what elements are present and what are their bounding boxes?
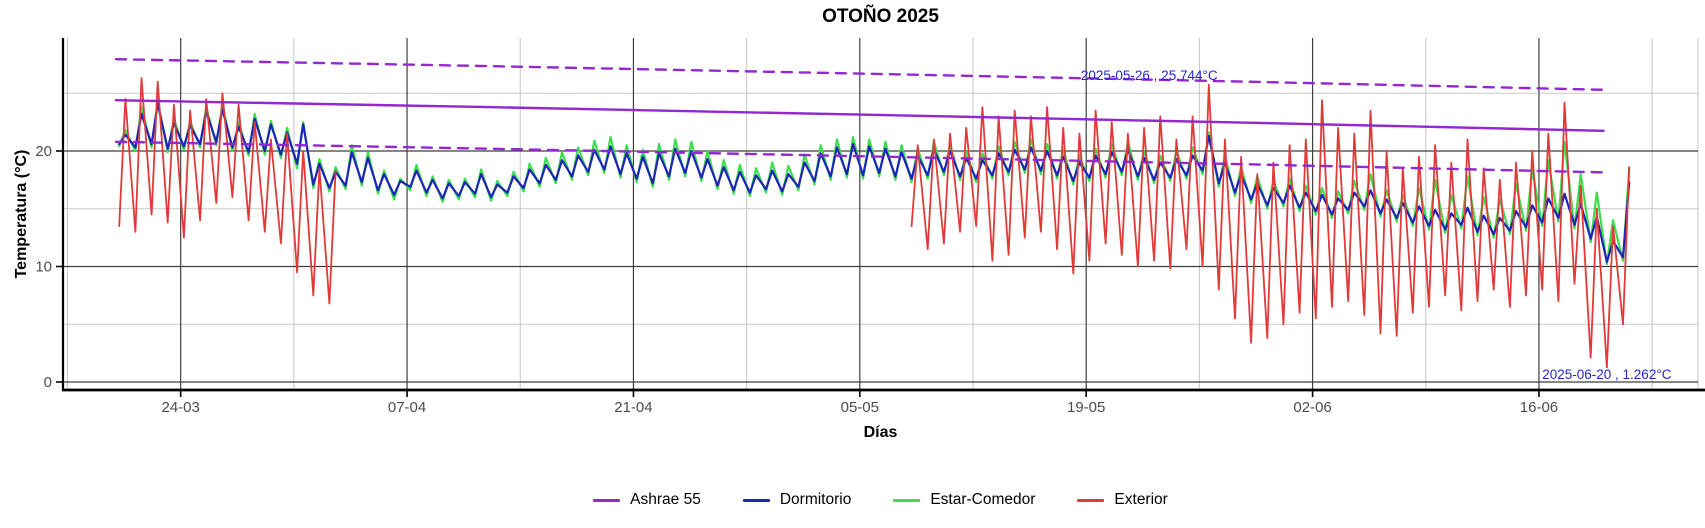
series-line-ashrae-upper xyxy=(114,58,1605,91)
x-tick-label: 07-04 xyxy=(388,399,426,416)
x-tick-label: 05-05 xyxy=(841,399,879,416)
legend-label: Ashrae 55 xyxy=(630,491,701,508)
legend-line-swatch xyxy=(742,498,770,502)
x-tick-label: 24-03 xyxy=(161,399,199,416)
legend-label: Estar-Comedor xyxy=(930,491,1036,508)
chart-title: OTOÑO 2025 xyxy=(822,6,939,27)
series-line-ashrae-lower xyxy=(114,140,1605,174)
y-tick-label: 20 xyxy=(35,143,52,160)
legend-item-ashrae-55: Ashrae 55 xyxy=(593,491,701,509)
annotation-text: 2025-05-26 , 25.744°C xyxy=(1081,68,1218,83)
y-axis-title: Temperatura (°C) xyxy=(13,149,30,279)
legend-label: Exterior xyxy=(1114,491,1168,508)
x-tick-label: 21-04 xyxy=(614,399,652,416)
legend-line-swatch xyxy=(593,498,621,502)
legend-line-swatch xyxy=(1077,498,1105,502)
y-tick-label: 0 xyxy=(44,374,52,391)
y-tick-label: 10 xyxy=(35,259,52,276)
x-axis-title: Días xyxy=(863,424,898,441)
series-line-exterior xyxy=(910,83,1631,369)
x-tick-label: 16-06 xyxy=(1520,399,1558,416)
series-line-ashrae-comfort xyxy=(114,99,1605,132)
series-line-exterior xyxy=(118,77,337,305)
legend-label: Dormitorio xyxy=(779,491,852,508)
legend-item-exterior: Exterior xyxy=(1077,491,1168,509)
x-tick-label: 19-05 xyxy=(1067,399,1105,416)
legend: Ashrae 55 Dormitorio Estar-Comedor Exterior xyxy=(63,491,1698,509)
series-line-dormitorio xyxy=(118,102,1631,263)
legend-item-dormitorio: Dormitorio xyxy=(742,491,852,509)
x-tick-label: 02-06 xyxy=(1293,399,1331,416)
legend-line-swatch xyxy=(893,498,921,502)
legend-item-estar-comedor: Estar-Comedor xyxy=(893,491,1035,509)
annotation-text: 2025-06-20 , 1.262°C xyxy=(1542,367,1671,382)
